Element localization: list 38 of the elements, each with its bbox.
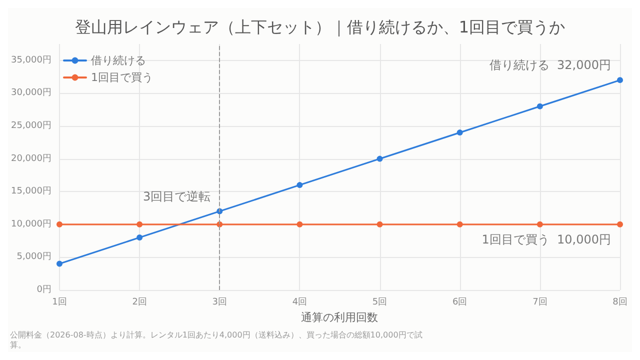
x-axis-title: 通算の利用回数 <box>301 310 378 324</box>
y-tick-label: 20,000円 <box>10 154 52 164</box>
legend-label: 1回目で買う <box>91 71 153 84</box>
point <box>136 221 143 228</box>
y-tick-label: 5,000円 <box>16 252 52 262</box>
x-tick-label: 1回 <box>52 298 67 308</box>
y-tick-label: 15,000円 <box>10 186 52 197</box>
point <box>376 156 383 162</box>
annotation: 借り続ける 32,000円 <box>489 58 611 72</box>
annotation: 1回目で買う 10,000円 <box>482 232 611 246</box>
chart-title: 登山用レインウェア（上下セット）｜借り続けるか、1回目で買うか <box>74 18 566 36</box>
point <box>536 221 543 228</box>
point <box>617 77 623 84</box>
x-tick-label: 8回 <box>612 298 628 308</box>
y-tick-label: 25,000円 <box>10 121 52 131</box>
x-tick-label: 4回 <box>292 298 308 308</box>
x-tick-label: 2回 <box>132 298 147 308</box>
point <box>617 221 623 228</box>
y-tick-label: 35,000円 <box>10 55 52 66</box>
point <box>456 130 463 136</box>
x-tick-label: 6回 <box>452 298 468 308</box>
point <box>536 103 543 110</box>
legend-label: 借り続ける <box>91 54 146 67</box>
point <box>136 234 143 241</box>
annotation: 3回目で逆転 <box>142 189 211 204</box>
point <box>296 221 303 228</box>
point <box>456 221 463 228</box>
point <box>56 221 62 228</box>
point <box>296 182 303 188</box>
y-tick-label: 0円 <box>36 285 52 295</box>
x-tick-label: 7回 <box>532 298 548 308</box>
y-tick-label: 10,000円 <box>10 219 52 230</box>
point <box>56 260 62 267</box>
y-tick-label: 30,000円 <box>10 88 52 98</box>
text: 公開料金（2026-08-時点）より計算。レンタル1回あたり4,000円（送料込み）、買った場合の総額10,000円で試算。 <box>10 330 422 350</box>
point <box>376 221 383 228</box>
x-tick-label: 3回 <box>212 298 228 308</box>
x-tick-label: 5回 <box>372 298 388 308</box>
